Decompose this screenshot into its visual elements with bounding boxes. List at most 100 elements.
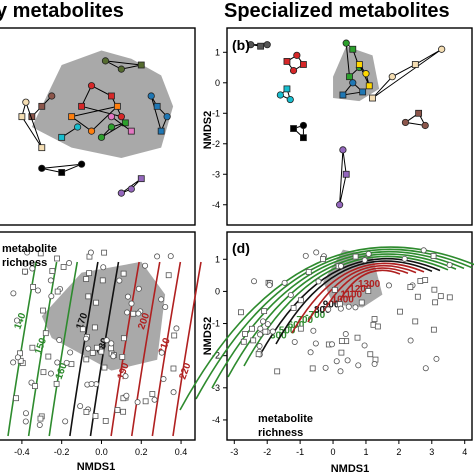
panel-a-point [87, 127, 96, 135]
panel-d-contour-label: 900 [323, 300, 340, 311]
panel-c-sample-point [135, 285, 142, 292]
panel-d-annotation-line2: richness [258, 427, 303, 439]
panel-c-sample-point [101, 364, 108, 371]
panel-d-sample-point [374, 323, 381, 330]
panel-a-group-outline-2 [101, 122, 126, 138]
panel-b-point [299, 121, 308, 130]
panel-d-sample-point [260, 318, 267, 325]
panel-a-point [97, 133, 106, 141]
panel-b-point [401, 118, 410, 127]
panel-b-group-outline-3 [341, 82, 364, 96]
panel-c-sample-point [149, 391, 156, 397]
panel-c-sample-point [10, 359, 17, 366]
panel-c-sample-point [62, 418, 69, 425]
panel-d-sample-point [371, 361, 378, 368]
panel-c-sample-point [67, 349, 74, 356]
panel-d-sample-point [331, 286, 338, 293]
panel-d-contour-label: 1000 [332, 294, 355, 305]
panel-b-frame [226, 27, 473, 226]
panel-c-sample-point [22, 418, 29, 425]
panel-c-sample-point [98, 348, 105, 355]
panel-a-point [113, 102, 121, 110]
panel-b-group-outline-5 [372, 48, 442, 99]
panel-b-point [438, 45, 446, 53]
panel-b-point [300, 134, 307, 142]
panel-d-sample-point [354, 334, 361, 341]
panel-a-hull [31, 50, 174, 158]
panel-d-sample-point [307, 349, 314, 356]
panel-d-sample-point [361, 342, 368, 349]
panel-c-sample-point [124, 293, 131, 300]
panel-d-x-tick-label: 1 [363, 447, 368, 457]
panel-d-sample-point [432, 299, 439, 306]
panel-d-sample-point [337, 305, 344, 312]
panel-b-point [342, 39, 350, 47]
panel-b-point [342, 170, 350, 178]
panel-d-sample-point [274, 368, 281, 375]
panel-a-point [87, 82, 96, 90]
panel-c-sample-point [123, 392, 130, 399]
panel-c-x-tick-label: 0.2 [135, 447, 148, 457]
panel-d-contour-line [339, 269, 401, 301]
panel-d-sample-point [240, 338, 247, 345]
panel-b-point [421, 121, 429, 130]
panel-a-point [68, 113, 76, 121]
panel-c-sample-point [79, 326, 86, 333]
panel-d-sample-point [367, 351, 374, 358]
panel-c-sample-point [89, 349, 96, 356]
panel-d-sample-point [333, 358, 340, 365]
panel-c-sample-point [119, 354, 126, 360]
panel-c-sample-point [83, 409, 90, 415]
panel-d-x-tick-label: -2 [263, 447, 271, 457]
panel-b-point [369, 94, 376, 102]
panel-a-group-outline-8 [41, 163, 82, 173]
panel-d-sample-point [422, 277, 429, 283]
panel-b-y-tick-label: -4 [212, 200, 220, 210]
panel-b-point [263, 41, 271, 49]
panel-a-point [38, 164, 46, 172]
panel-c-sample-point [171, 332, 178, 339]
panel-c-sample-point [53, 380, 60, 387]
panel-c-sample-point [22, 410, 29, 417]
panel-d-y-tick-label: 0 [215, 286, 220, 296]
panel-d-contour-label: 1200 [349, 284, 372, 295]
panel-a-point [117, 189, 125, 197]
panel-c-sample-point [49, 268, 56, 274]
panel-c-contour-line [110, 261, 140, 437]
panel-c-sample-point [124, 309, 131, 316]
panel-d-sample-point [361, 257, 368, 264]
panel-a-point [157, 127, 165, 135]
panel-d-sample-point [325, 306, 332, 313]
panel-a-point [108, 92, 115, 100]
panel-d-sample-point [305, 269, 312, 275]
panel-c-sample-point [14, 354, 21, 361]
panel-c-sample-point [154, 253, 161, 260]
panel-d-sample-point [287, 292, 294, 299]
panel-d-sample-point [328, 341, 335, 348]
panel-c-contour-line [69, 261, 99, 437]
panel-c-contour-label: 220 [177, 361, 193, 381]
panel-b-point [365, 82, 373, 90]
panel-c-sample-point [158, 349, 165, 356]
panel-c-sample-point [170, 389, 177, 396]
panel-c-sample-point [158, 296, 165, 303]
panel-d-sample-point [344, 357, 351, 364]
panel-b-point [349, 45, 357, 53]
panel-d-sample-point [312, 340, 319, 347]
panel-c-sample-point [130, 310, 137, 317]
panel-b-group-outline-6 [404, 112, 427, 127]
panel-c-contour-line [130, 261, 161, 437]
panel-c-sample-point [48, 293, 55, 300]
panel-d-contour-line [179, 246, 474, 411]
panel-d-sample-point [337, 263, 344, 270]
panel-d-sample-point [264, 321, 271, 328]
panel-d-sample-point [430, 253, 437, 259]
panel-c-sample-point [10, 290, 17, 297]
panel-c-sample-point [102, 418, 109, 424]
panel-c-sample-point [29, 344, 36, 351]
panel-c-sample-point [167, 253, 174, 260]
panel-a-point [101, 57, 110, 65]
panel-c-sample-point [13, 395, 19, 402]
panel-c-contour-line [172, 261, 202, 437]
panel-b-group-outline-4 [339, 149, 347, 205]
